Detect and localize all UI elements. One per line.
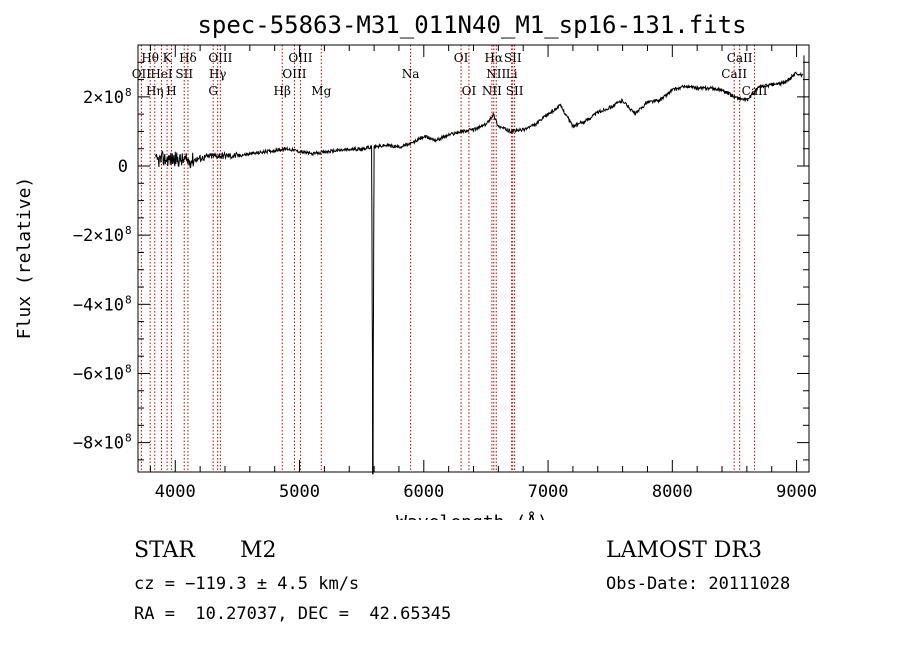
x-tick-label: 4000 bbox=[155, 482, 196, 502]
y-tick-label: −4×10 bbox=[73, 295, 124, 315]
observation-date: Obs-Date: 20111028 bbox=[606, 574, 791, 594]
y-tick-exponent: 8 bbox=[125, 224, 132, 237]
x-tick-label: 5000 bbox=[279, 482, 320, 502]
x-tick-label: 9000 bbox=[776, 482, 817, 502]
emission-line-label: K bbox=[163, 51, 173, 65]
chart-title: spec-55863-M31_011N40_M1_sp16-131.fits bbox=[197, 11, 746, 39]
emission-line-label: Hβ bbox=[274, 84, 291, 98]
x-axis-label: Wavelength (Å) bbox=[396, 511, 548, 520]
x-axis-ticks: 4000 5000 6000 7000 8000 9000 bbox=[149, 45, 817, 502]
emission-line-label: H bbox=[166, 84, 176, 98]
y-tick-label: −2×10 bbox=[73, 226, 124, 246]
emission-line-label: SII bbox=[504, 51, 522, 65]
y-tick-label: −8×10 bbox=[73, 434, 124, 454]
y-axis-ticks: 2×10 80−2×10 8−4×10 8−6×10 8−8×10 8 bbox=[73, 61, 809, 461]
emission-line-label: CaII bbox=[727, 51, 753, 65]
emission-line-label: HeI bbox=[150, 67, 173, 81]
y-tick-label: 2×10 bbox=[83, 88, 124, 108]
emission-line-label: CaII bbox=[742, 84, 768, 98]
emission-line-label: Hδ bbox=[179, 51, 197, 65]
emission-line-label: Li bbox=[506, 67, 518, 81]
emission-line-label: OIII bbox=[282, 67, 306, 81]
emission-line-label: G bbox=[208, 84, 218, 98]
survey-name: LAMOST DR3 bbox=[606, 538, 762, 563]
object-subclass: M2 bbox=[240, 538, 277, 563]
y-tick-label: −6×10 bbox=[73, 364, 124, 384]
y-tick-exponent: 8 bbox=[125, 86, 132, 99]
emission-line-label: OIII bbox=[288, 51, 312, 65]
emission-line-label: Mg bbox=[311, 84, 331, 98]
emission-line-label: OIII bbox=[208, 51, 232, 65]
x-tick-label: 7000 bbox=[528, 482, 569, 502]
emission-line-labels: OII Hθ Hη HeI K H Hδ SII G Hγ OIII Hβ OIII OIII Mg Na OI… bbox=[132, 51, 768, 98]
emission-line-label: Hθ bbox=[141, 51, 159, 65]
plot-frame bbox=[137, 44, 810, 473]
emission-line-label: NII bbox=[486, 67, 506, 81]
coordinates: RA = 10.27037, DEC = 42.65345 bbox=[134, 604, 452, 624]
emission-line-label: OI bbox=[454, 51, 469, 65]
object-class: STAR bbox=[134, 538, 195, 563]
spectrum-line bbox=[154, 55, 805, 475]
emission-line-label: OII bbox=[132, 67, 152, 81]
y-tick-exponent: 8 bbox=[125, 293, 132, 306]
emission-line-markers bbox=[140, 45, 756, 472]
x-tick-label: 6000 bbox=[403, 482, 444, 502]
redshift-cz: cz = −119.3 ± 4.5 km/s bbox=[134, 574, 360, 594]
emission-line-label: OI bbox=[462, 84, 477, 98]
emission-line-label: CaII bbox=[721, 67, 747, 81]
x-tick-label: 8000 bbox=[652, 482, 693, 502]
emission-line-label: Hα bbox=[484, 51, 503, 65]
emission-line-label: SII bbox=[175, 67, 193, 81]
y-tick-exponent: 8 bbox=[125, 362, 132, 375]
emission-line-label: Hη bbox=[146, 84, 164, 98]
emission-line-label: SII bbox=[506, 84, 524, 98]
emission-line-label: NII bbox=[482, 84, 502, 98]
y-axis-label: Flux (relative) bbox=[14, 177, 35, 340]
y-tick-label: 0 bbox=[118, 157, 128, 177]
emission-line-label: Hγ bbox=[209, 67, 227, 81]
emission-line-label: Na bbox=[402, 67, 420, 81]
y-tick-exponent: 8 bbox=[125, 432, 132, 445]
spectrum-chart: spec-55863-M31_011N40_M1_sp16-131.fits O… bbox=[14, 11, 817, 520]
